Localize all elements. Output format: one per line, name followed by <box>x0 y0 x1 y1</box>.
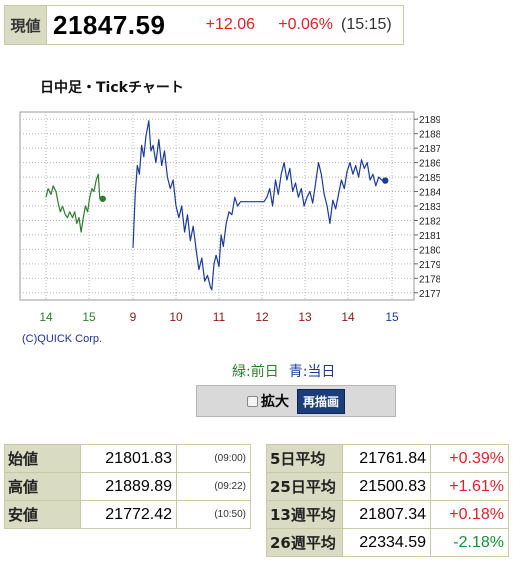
x-tick-label: 12 <box>255 310 269 324</box>
tick-chart: 14 15 9 10 11 12 13 14 15 21890 21880 21870 21860 218… <box>19 111 440 324</box>
zoom-label: 拡大 <box>260 394 289 410</box>
average-value: 22334.59 <box>342 528 431 557</box>
x-tick-label: 11 <box>213 310 226 324</box>
x-tick-label: 14 <box>341 310 355 324</box>
x-tick-label: 10 <box>169 310 183 324</box>
average-change-percent: +1.61% <box>430 472 509 501</box>
stats-row: 安値 21772.42 (10:50) <box>4 500 251 529</box>
price-change-percent: +0.06% <box>278 16 333 33</box>
stats-row: 13週平均 21807.34 +0.18% <box>266 500 509 529</box>
chart-controls: 拡大 再描画 <box>196 385 396 417</box>
x-tick-label: 9 <box>130 310 137 324</box>
copyright-text: (C)QUICK Corp. <box>22 333 103 345</box>
average-label: 26週平均 <box>266 528 343 557</box>
stat-time: (10:50) <box>176 500 251 529</box>
stats-row: 5日平均 21761.84 +0.39% <box>266 444 509 473</box>
average-change-percent: +0.18% <box>430 500 509 529</box>
stat-label: 高値 <box>4 472 81 501</box>
stat-label: 安値 <box>4 500 81 529</box>
stats-row: 25日平均 21500.83 +1.61% <box>266 472 509 501</box>
price-stats-table: 始値 21801.83 (09:00) 高値 21889.89 (09:22) 安値 2177… <box>4 444 251 529</box>
plot-area <box>19 111 415 301</box>
average-change-percent: +0.39% <box>430 444 509 473</box>
redraw-button[interactable]: 再描画 <box>296 388 345 414</box>
average-label: 5日平均 <box>266 444 343 473</box>
stat-time: (09:22) <box>176 472 251 501</box>
previous-day-line <box>45 173 101 233</box>
y-tick-label: 21800 <box>419 245 440 256</box>
zoom-toggle[interactable]: 拡大 <box>246 391 289 411</box>
stats-row: 高値 21889.89 (09:22) <box>4 472 251 501</box>
legend-previous-day: 緑:前日 <box>232 364 279 380</box>
current-price-label: 現値 <box>5 6 47 44</box>
y-tick-label: 21790 <box>419 260 440 271</box>
y-tick-label: 21770 <box>419 289 440 300</box>
stat-value: 21772.42 <box>80 500 177 529</box>
current-price-bar: 現値 21847.59 +12.06 +0.06% (15:15) <box>4 5 404 45</box>
average-value: 21761.84 <box>342 444 431 473</box>
x-tick-label: 15 <box>82 310 96 324</box>
stats-row: 26週平均 22334.59 -2.18% <box>266 528 509 557</box>
stat-value: 21801.83 <box>80 444 177 473</box>
average-change-percent: -2.18% <box>430 528 509 557</box>
x-tick-label: 14 <box>39 310 53 324</box>
legend-current-day: 青:当日 <box>288 364 336 380</box>
last-price-marker <box>99 195 106 202</box>
x-tick-label: 13 <box>298 310 312 324</box>
last-price-marker <box>382 177 389 184</box>
stat-label: 始値 <box>4 444 81 473</box>
stats-row: 始値 21801.83 (09:00) <box>4 444 251 473</box>
y-tick-label: 21860 <box>419 159 440 170</box>
y-tick-label: 21840 <box>419 188 440 199</box>
y-tick-label: 21780 <box>419 274 440 285</box>
stat-time: (09:00) <box>176 444 251 473</box>
price-change: +12.06 <box>205 16 255 33</box>
y-tick-label: 21880 <box>419 130 440 141</box>
y-tick-label: 21810 <box>419 231 440 242</box>
average-label: 25日平均 <box>266 472 343 501</box>
x-tick-label: 15 <box>385 310 399 324</box>
chart-legend: 緑:前日 青:当日 <box>232 361 335 381</box>
chart-title: 日中足・Tickチャート <box>40 80 184 96</box>
average-label: 13週平均 <box>266 500 343 529</box>
current-day-line <box>132 120 383 291</box>
zoom-checkbox[interactable] <box>246 395 258 407</box>
average-value: 21807.34 <box>342 500 431 529</box>
stat-value: 21889.89 <box>80 472 177 501</box>
moving-average-table: 5日平均 21761.84 +0.39% 25日平均 21500.83 +1.61% 13週… <box>266 444 509 557</box>
y-tick-label: 21830 <box>419 202 440 213</box>
y-tick-label: 21820 <box>419 216 440 227</box>
y-tick-label: 21890 <box>419 115 440 126</box>
y-tick-label: 21850 <box>419 173 440 184</box>
y-tick-label: 21870 <box>419 144 440 155</box>
price-time: (15:15) <box>341 16 392 33</box>
current-price-value: 21847.59 <box>53 9 166 40</box>
average-value: 21500.83 <box>342 472 431 501</box>
